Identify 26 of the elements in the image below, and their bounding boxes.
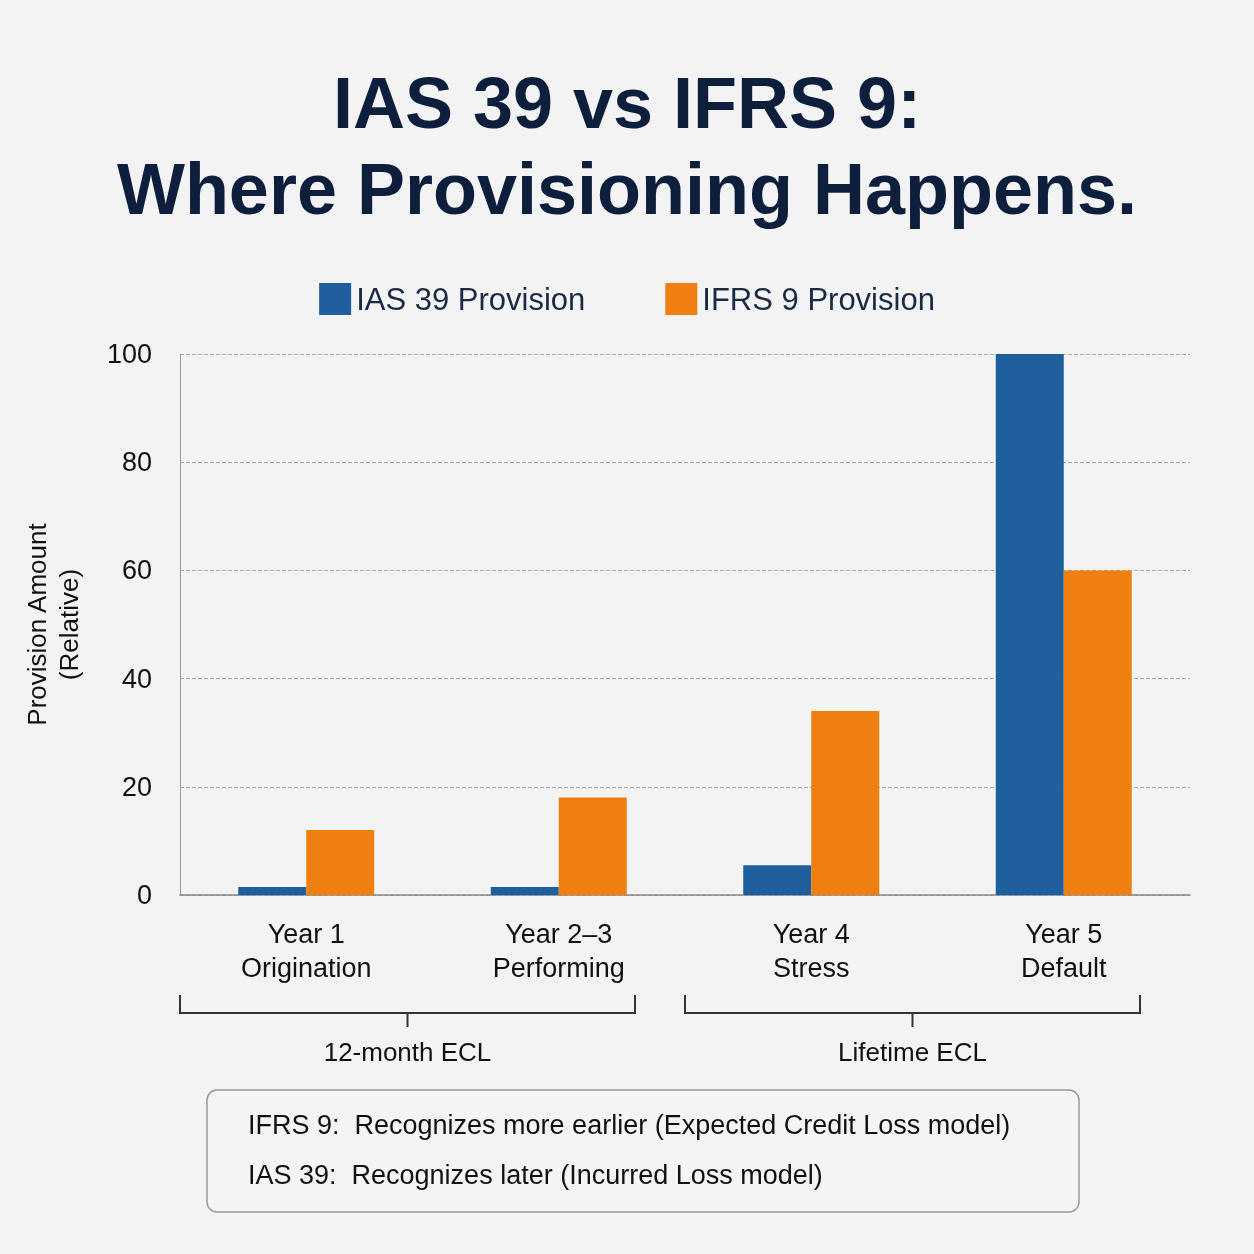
y-axis-title: Provision Amount (Relative): [22, 522, 84, 726]
bar: [490, 886, 559, 895]
y-tick-label: 80: [121, 447, 152, 478]
chart-title: IAS 39 vs IFRS 9: Where Provisioning Happens.: [116, 63, 1138, 229]
legend-label: IAS 39 Provision: [356, 281, 586, 317]
x-tick-label: Year 2–3 Performing: [492, 919, 625, 983]
text: IAS 39: Recognizes later (Incurred Loss model): [248, 1160, 823, 1190]
bar: [238, 886, 307, 895]
y-tick-label: 100: [106, 339, 152, 369]
bar: [995, 354, 1064, 895]
legend-label: IFRS 9 Provision: [702, 281, 935, 317]
x-tick-label: Year 4 Stress: [772, 919, 850, 983]
x-tick-label: Year 5 Default: [1020, 919, 1108, 983]
y-tick-label: 20: [121, 771, 152, 802]
bar: [811, 711, 880, 895]
bar: [558, 797, 627, 895]
text: 12-month ECL: [323, 1037, 492, 1067]
bar: [743, 865, 812, 895]
bar: [1063, 570, 1132, 895]
bar: [306, 830, 375, 895]
x-tick-label: Year 1 Origination: [240, 919, 372, 983]
text: Lifetime ECL: [838, 1037, 987, 1067]
y-tick-label: 60: [121, 555, 152, 586]
y-tick-label: 0: [136, 880, 152, 910]
y-tick-label: 40: [121, 663, 152, 694]
text: IFRS 9: Recognizes more earlier (Expected Credit Loss model): [248, 1110, 1011, 1140]
